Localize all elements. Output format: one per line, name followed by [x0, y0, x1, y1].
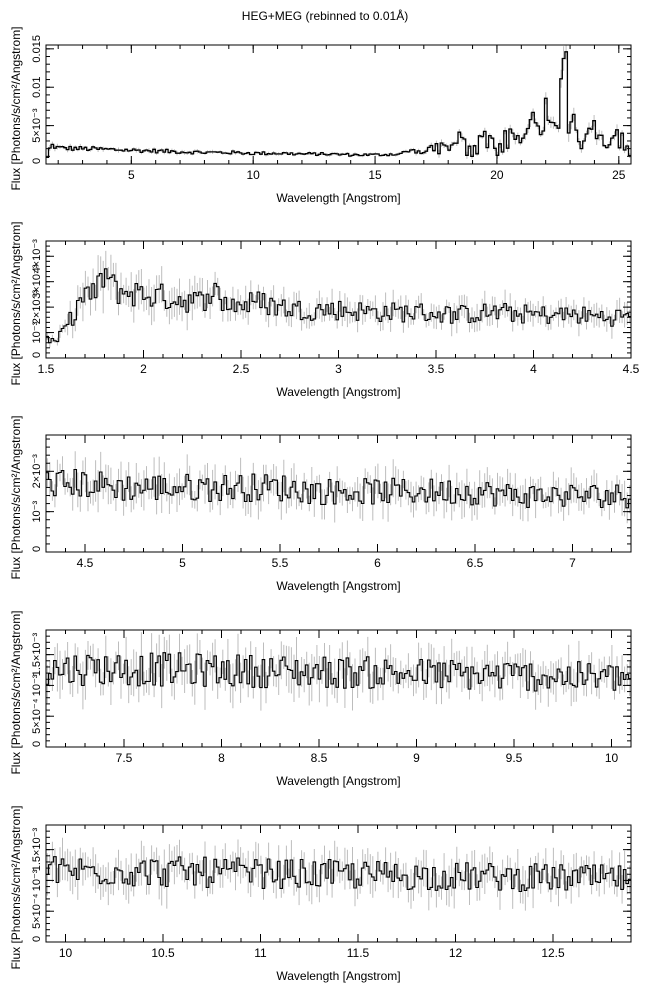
x-tick-label: 11: [254, 946, 267, 960]
chart-panel-3: 4.5 5 5.5 6 6.5 7 0 10⁻³ 2×10⁻³ Wavelength [Angst…: [9, 415, 632, 593]
y-tick-label: 10⁻³: [31, 321, 43, 343]
x-axis-label: Wavelength [Angstrom]: [276, 191, 400, 205]
y-axis-label: Flux [Photons/s/cm²/Angstrom]: [9, 26, 23, 190]
x-tick-label: 6: [374, 556, 381, 570]
chart-panel-5: 10 10.5 11 11.5 12 12.5 0 5×10⁻⁴ 10⁻³1.5×10⁻³ Wav…: [9, 805, 632, 983]
x-tick-label: 12.5: [541, 946, 565, 960]
x-tick-label: 9.5: [506, 751, 523, 765]
x-axis-label: Wavelength [Angstrom]: [276, 774, 400, 788]
y-tick-label: 4×10⁻³: [31, 239, 43, 274]
x-tick-label: 7: [569, 556, 576, 570]
y-tick-label: 0.01: [31, 76, 43, 97]
x-tick-label: 3: [335, 362, 342, 376]
y-tick-label: 1.5×10⁻³: [31, 633, 43, 677]
y-tick-label: 10⁻³: [31, 869, 43, 891]
spectrum-line: [46, 652, 631, 692]
y-tick-label: 0.015: [31, 35, 43, 63]
chart-panel-4: 7.5 8 8.5 9 9.5 10 0 5×10⁻⁴ 10⁻³1.5×10⁻³ Waveleng…: [9, 610, 632, 788]
x-tick-label: 10: [605, 751, 619, 765]
y-axis-label: Flux [Photons/s/cm²/Angstrom]: [9, 415, 23, 579]
y-tick-label: 5×10⁻⁴: [31, 893, 43, 929]
x-tick-label: 10: [247, 168, 261, 182]
x-tick-label: 2.5: [233, 362, 250, 376]
x-tick-label: 8.5: [311, 751, 328, 765]
x-tick-label: 20: [490, 168, 504, 182]
y-tick-label: 5×10⁻⁴: [31, 698, 43, 734]
y-tick-label: 0: [31, 741, 43, 747]
y-tick-label: 3×10⁻³: [31, 264, 43, 299]
x-axis-label: Wavelength [Angstrom]: [276, 969, 400, 983]
x-tick-label: 8: [218, 751, 225, 765]
y-tick-label: 10⁻³: [31, 674, 43, 696]
x-tick-label: 4: [530, 362, 537, 376]
y-tick-label: 5×10⁻³: [31, 108, 43, 143]
error-bars: [46, 45, 631, 159]
x-tick-label: 10: [59, 946, 73, 960]
spectrum-line: [46, 468, 631, 509]
x-tick-label: 5.5: [272, 556, 289, 570]
y-tick-label: 10⁻³: [31, 501, 43, 523]
y-tick-label: 0: [31, 352, 43, 358]
x-tick-label: 1.5: [38, 362, 55, 376]
y-axis-label: Flux [Photons/s/cm²/Angstrom]: [9, 805, 23, 969]
x-tick-label: 25: [612, 168, 626, 182]
y-tick-label: 2×10⁻³: [31, 454, 43, 489]
figure-title: HEG+MEG (rebinned to 0.01Å): [241, 9, 409, 23]
x-tick-label: 5: [128, 168, 135, 182]
x-axis-label: Wavelength [Angstrom]: [276, 579, 400, 593]
y-axis-label: Flux [Photons/s/cm²/Angstrom]: [9, 610, 23, 774]
x-tick-label: 5: [179, 556, 186, 570]
x-tick-label: 9: [413, 751, 420, 765]
y-tick-label: 0: [31, 158, 43, 164]
y-axis-label: Flux [Photons/s/cm²/Angstrom]: [9, 221, 23, 385]
x-tick-label: 10.5: [151, 946, 175, 960]
y-tick-label: 0: [31, 936, 43, 942]
y-tick-label: 2×10⁻³: [31, 290, 43, 325]
chart-panel-2: 1.5 2 2.5 3 3.5 4 4.5 0 10⁻³2×10⁻³3×10⁻³4×10⁻³ Wa…: [9, 221, 640, 399]
x-tick-label: 4.5: [77, 556, 94, 570]
spectrum-line: [46, 268, 631, 344]
y-tick-label: 0: [31, 546, 43, 552]
x-tick-label: 12: [449, 946, 463, 960]
x-tick-label: 11.5: [347, 946, 370, 960]
x-tick-label: 15: [368, 168, 382, 182]
x-axis-label: Wavelength [Angstrom]: [276, 385, 400, 399]
plot-frame: [45, 44, 632, 165]
spectrum-line: [46, 856, 631, 893]
x-tick-label: 7.5: [116, 751, 133, 765]
x-tick-label: 2: [140, 362, 147, 376]
x-tick-label: 6.5: [467, 556, 484, 570]
x-tick-label: 4.5: [623, 362, 640, 376]
spectrum-line: [46, 51, 631, 159]
y-tick-label: 1.5×10⁻³: [31, 828, 43, 872]
chart-panel-1: 5 10 15 20 25 0 5×10⁻³ 0.01 0.015 Wavelength [Ang…: [9, 26, 632, 205]
x-tick-label: 3.5: [428, 362, 445, 376]
